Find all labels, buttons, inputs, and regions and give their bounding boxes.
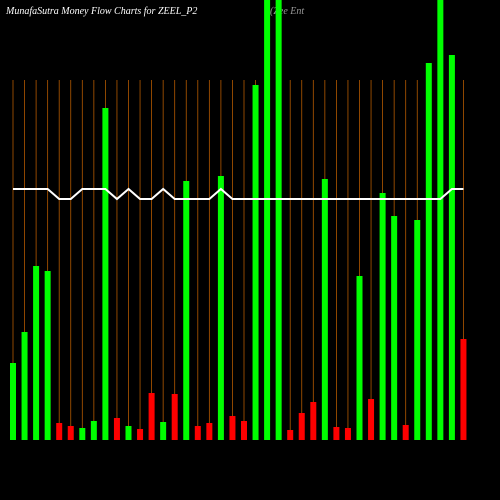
bar bbox=[79, 428, 86, 440]
bar bbox=[402, 425, 409, 440]
bar bbox=[113, 418, 120, 440]
bar bbox=[125, 426, 132, 440]
bar bbox=[102, 108, 109, 440]
bar bbox=[368, 399, 375, 440]
bar bbox=[287, 430, 294, 440]
bar bbox=[379, 193, 386, 440]
bar bbox=[344, 428, 351, 440]
bar bbox=[321, 179, 328, 440]
bar bbox=[10, 363, 16, 440]
bar bbox=[137, 429, 144, 440]
trend-line bbox=[13, 187, 464, 201]
bar bbox=[437, 0, 444, 440]
bar bbox=[183, 181, 190, 440]
bar bbox=[391, 216, 398, 440]
bar bbox=[148, 393, 155, 440]
chart-title: MunafaSutra Money Flow Charts for ZEEL_P… bbox=[5, 6, 197, 17]
chart-subtitle: (Zee Ent bbox=[270, 6, 304, 17]
bar bbox=[217, 176, 224, 440]
bar bbox=[333, 427, 340, 440]
bar bbox=[425, 63, 432, 440]
bar bbox=[160, 422, 167, 440]
bar bbox=[252, 85, 259, 440]
bar bbox=[460, 339, 467, 440]
bar bbox=[414, 220, 421, 440]
bar bbox=[33, 266, 40, 440]
bar bbox=[67, 426, 74, 440]
bar bbox=[448, 55, 455, 440]
bar bbox=[356, 276, 363, 440]
bar bbox=[229, 416, 236, 440]
bar bbox=[264, 0, 271, 440]
bar bbox=[194, 426, 201, 440]
bar bbox=[171, 394, 178, 440]
bar bbox=[21, 332, 28, 440]
bar bbox=[206, 423, 213, 440]
bar bbox=[298, 413, 305, 440]
bar bbox=[44, 271, 51, 440]
bar bbox=[241, 421, 247, 440]
bar bbox=[275, 0, 282, 440]
bar bbox=[56, 423, 63, 440]
bar bbox=[90, 421, 97, 440]
bar bbox=[310, 402, 317, 440]
